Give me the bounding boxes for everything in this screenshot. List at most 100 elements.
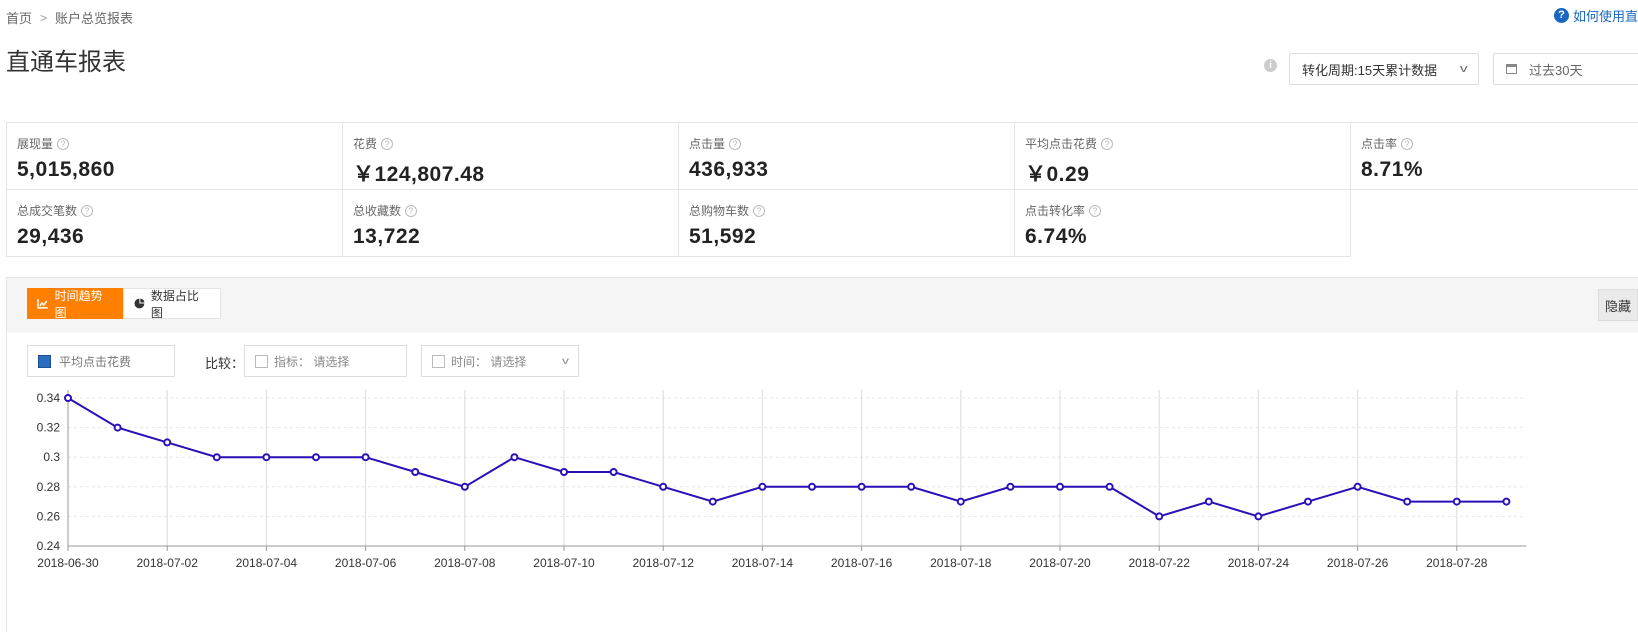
metric-clicks[interactable]: 点击量? 436,933: [679, 123, 1015, 190]
help-link-label: 如何使用直: [1572, 9, 1638, 24]
data-point: [64, 394, 72, 402]
data-point: [956, 497, 965, 506]
tab-time-trend[interactable]: 时间趋势图: [27, 288, 123, 320]
data-point: [708, 497, 717, 506]
y-tick-label: 0.3: [43, 450, 60, 464]
x-tick-label: 2018-07-12: [633, 556, 695, 570]
x-tick-label: 2018-07-20: [1029, 556, 1091, 570]
pie-chart-icon: [134, 298, 145, 309]
data-point: [262, 453, 271, 462]
question-icon[interactable]: ?: [1101, 137, 1114, 150]
metric-value: ￥0.29: [1025, 163, 1090, 186]
compare-metric-select[interactable]: 指标： 请选择: [244, 345, 407, 377]
data-point: [609, 468, 618, 476]
metric-click-conversion[interactable]: 点击转化率? 6.74%: [1015, 190, 1351, 257]
data-point: [1452, 497, 1461, 506]
metric-value: 29,436: [17, 225, 85, 248]
x-tick-label: 2018-07-22: [1129, 556, 1191, 570]
question-icon[interactable]: ?: [81, 204, 94, 217]
metric-total-orders[interactable]: 总成交笔数? 29,436: [7, 190, 343, 257]
question-icon[interactable]: ?: [729, 137, 742, 150]
metrics-row-1: 展现量? 5,015,860 花费? ￥124,807.48 点击量? 436,…: [7, 123, 1638, 190]
breadcrumb-current: 账户总览报表: [55, 11, 134, 26]
question-icon[interactable]: ?: [1401, 137, 1414, 150]
y-tick-label: 0.34: [37, 391, 61, 405]
x-tick-label: 2018-07-02: [137, 556, 199, 570]
chevron-right-icon: >: [40, 10, 48, 25]
x-tick-label: 2018-07-14: [732, 556, 794, 570]
legend-swatch: [38, 354, 51, 368]
data-point: [113, 423, 122, 432]
help-circle-icon: ?: [1553, 8, 1569, 23]
chevron-down-icon: v: [1459, 63, 1468, 75]
metric-value: 5,015,860: [17, 158, 115, 181]
data-point: [1403, 497, 1412, 506]
data-point: [1204, 497, 1213, 506]
metric-label: 点击量: [689, 137, 726, 151]
metric-label: 展现量: [17, 137, 54, 151]
breadcrumb: 首页 > 账户总览报表: [6, 8, 133, 27]
data-point: [411, 468, 420, 476]
metric-value: 13,722: [353, 225, 421, 248]
compare-metric-checkbox[interactable]: [255, 354, 268, 368]
conversion-cycle-select[interactable]: 转化周期:15天累计数据 v: [1289, 53, 1479, 85]
compare-time-checkbox[interactable]: [432, 354, 445, 368]
metric-label: 花费: [353, 137, 378, 151]
metric-impressions[interactable]: 展现量? 5,015,860: [7, 123, 343, 190]
x-tick-label: 2018-07-10: [533, 556, 595, 570]
metric-total-carts[interactable]: 总购物车数? 51,592: [679, 190, 1015, 257]
metric-empty-cell: [1351, 190, 1638, 257]
x-tick-label: 2018-07-08: [434, 556, 496, 570]
metric-ctr[interactable]: 点击率? 8.71%: [1351, 123, 1638, 190]
data-point: [1155, 512, 1164, 521]
hide-chart-button[interactable]: 隐藏: [1598, 289, 1638, 321]
data-point: [1056, 482, 1064, 491]
data-point: [1304, 497, 1312, 506]
data-point: [857, 482, 866, 491]
help-link[interactable]: ? 如何使用直: [1553, 6, 1638, 25]
question-icon[interactable]: ?: [405, 204, 418, 217]
metric-value: ￥124,807.48: [353, 163, 485, 186]
metric-label: 点击转化率: [1025, 204, 1086, 218]
legend-label: 平均点击花费: [59, 354, 132, 369]
metrics-row-2: 总成交笔数? 29,436 总收藏数? 13,722 总购物车数? 51,592…: [7, 190, 1638, 257]
metric-value: 8.71%: [1361, 158, 1424, 181]
x-tick-label: 2018-07-06: [335, 556, 397, 570]
x-tick-label: 2018-07-26: [1327, 556, 1389, 570]
x-tick-label: 2018-07-04: [236, 556, 298, 570]
compare-label: 比较：: [205, 356, 245, 371]
data-point: [163, 438, 172, 447]
data-point: [510, 453, 519, 462]
metric-label: 总成交笔数: [17, 204, 78, 218]
metric-value: 6.74%: [1025, 225, 1088, 248]
question-icon[interactable]: ?: [57, 137, 70, 150]
y-tick-label: 0.32: [37, 421, 61, 435]
metric-avg-cpc[interactable]: 平均点击花费? ￥0.29: [1015, 123, 1351, 190]
metric-label: 总收藏数: [353, 204, 402, 218]
metric-total-favorites[interactable]: 总收藏数? 13,722: [343, 190, 679, 257]
data-point: [1353, 482, 1362, 491]
question-icon[interactable]: ?: [1089, 204, 1102, 217]
y-tick-label: 0.24: [37, 539, 61, 553]
data-point: [560, 468, 568, 476]
date-range-picker[interactable]: 过去30天: [1493, 53, 1638, 85]
data-point: [460, 482, 469, 491]
x-tick-label: 2018-07-24: [1228, 556, 1290, 570]
date-range-value: 过去30天: [1529, 62, 1583, 78]
y-tick-label: 0.28: [37, 480, 61, 494]
data-point: [361, 453, 370, 462]
chart-filters: 平均点击花费 比较： 指标： 请选择 时间： 请选择 v: [7, 345, 1638, 379]
calendar-icon: [1506, 64, 1517, 74]
question-icon[interactable]: ?: [381, 137, 394, 150]
question-icon[interactable]: ?: [753, 204, 766, 217]
data-point: [907, 482, 916, 491]
info-icon[interactable]: i: [1264, 59, 1277, 72]
tab-data-share[interactable]: 数据占比图: [123, 288, 221, 320]
y-tick-label: 0.26: [37, 509, 61, 523]
series-legend[interactable]: 平均点击花费: [27, 345, 175, 377]
compare-time-select[interactable]: 时间： 请选择 v: [421, 345, 579, 377]
metric-cost[interactable]: 花费? ￥124,807.48: [343, 123, 679, 190]
page-title: 直通车报表: [6, 49, 126, 76]
data-point: [1502, 497, 1511, 506]
breadcrumb-home[interactable]: 首页: [6, 11, 33, 26]
